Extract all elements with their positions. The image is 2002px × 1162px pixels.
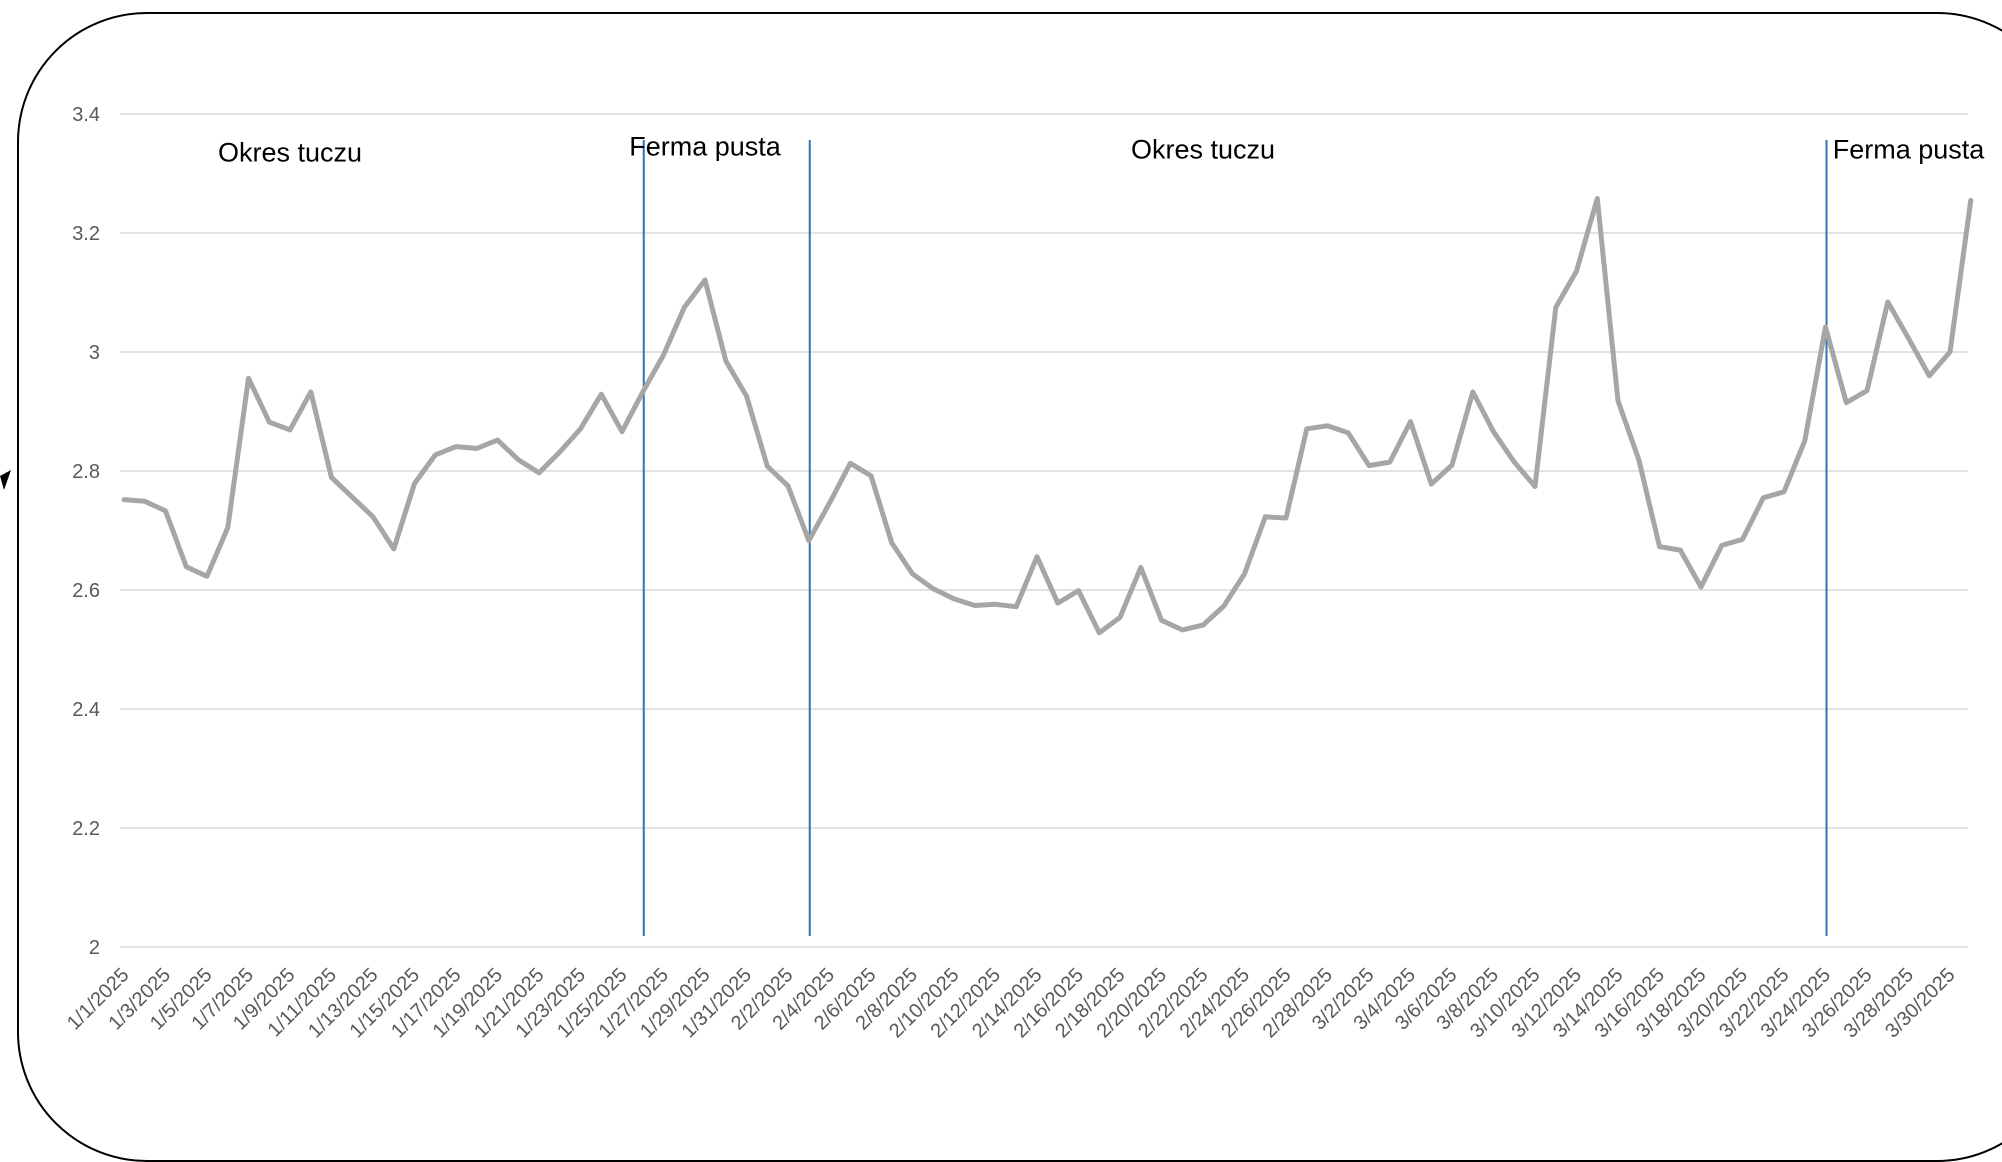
period-label: Ferma pusta <box>629 132 782 162</box>
x-axis: 1/1/20251/3/20251/5/20251/7/20251/9/2025… <box>63 964 1960 1042</box>
period-dividers <box>642 140 1828 936</box>
period-label: Okres tuczu <box>218 138 362 168</box>
gridlines <box>120 113 1968 948</box>
y-tick-label: 2.8 <box>72 461 100 483</box>
period-label: Ferma pusta <box>1833 135 1986 165</box>
y-tick-label: 2 <box>89 937 100 959</box>
y-tick-label: 3.4 <box>72 104 100 126</box>
period-labels: Okres tuczu Ferma pusta Okres tuczu Ferma p… <box>218 132 1985 168</box>
y-tick-label: 3 <box>89 342 100 364</box>
series-group <box>121 196 1974 636</box>
period-label: Okres tuczu <box>1131 135 1275 165</box>
line-chart: 2 2.2 2.4 2.6 2.8 3 3.2 3.4 1/1/20251/3/20251/5… <box>0 104 1985 1042</box>
y-tick-label: 2.2 <box>72 818 100 840</box>
y-tick-label: 3.2 <box>72 223 100 245</box>
y-tick-label: 2.6 <box>72 580 100 602</box>
series-line-1 <box>121 196 1974 636</box>
y-axis: 2 2.2 2.4 2.6 2.8 3 3.2 3.4 <box>72 104 100 959</box>
y-tick-label: 2.4 <box>72 699 100 721</box>
arrow-head-marker <box>0 470 11 490</box>
